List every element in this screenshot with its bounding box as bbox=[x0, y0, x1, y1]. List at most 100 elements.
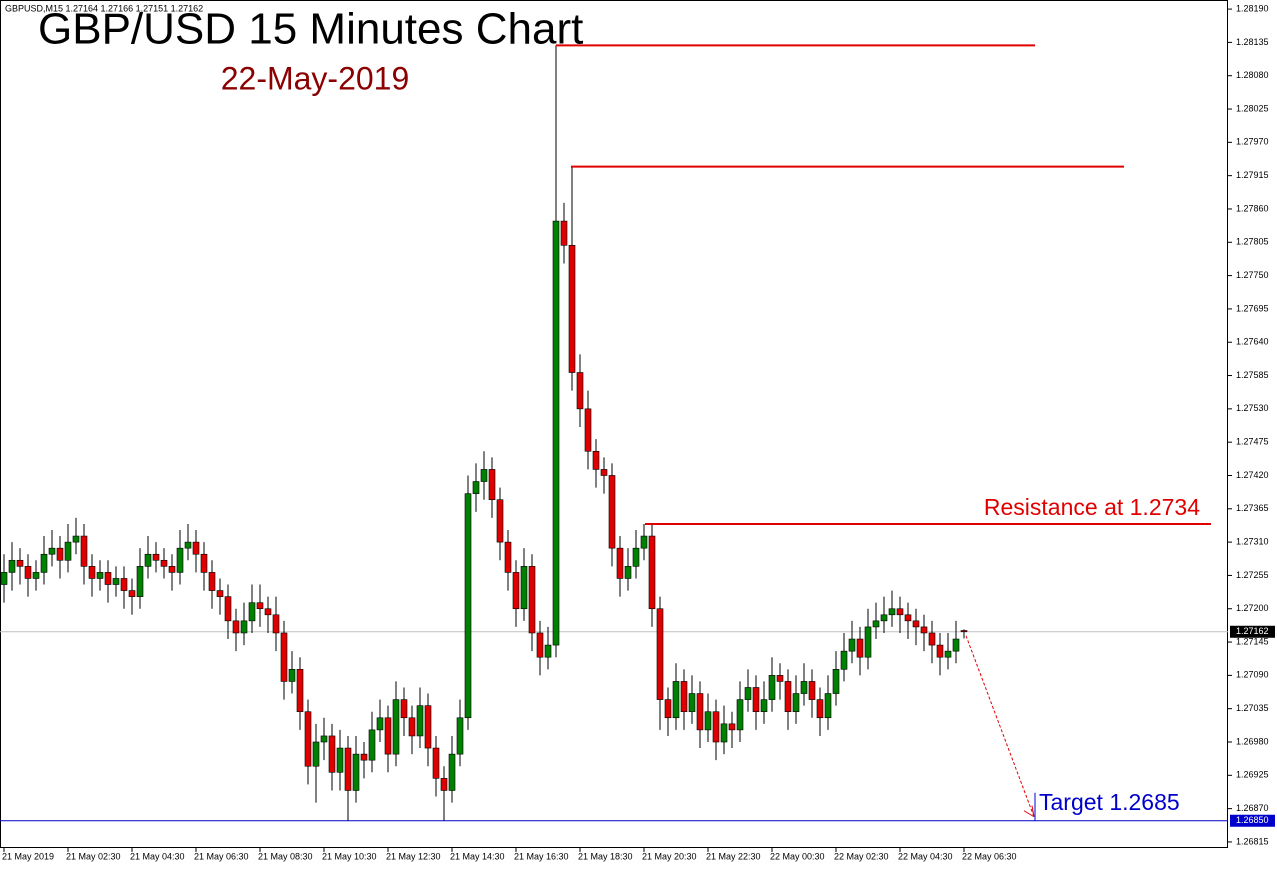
candle-body bbox=[160, 559, 168, 567]
candle-body bbox=[456, 717, 464, 755]
target-price-tag bbox=[1230, 814, 1275, 827]
y-tick-label: 1.27475 bbox=[1236, 437, 1269, 447]
candle-body bbox=[264, 608, 272, 616]
candle-body bbox=[208, 572, 216, 591]
candle-body bbox=[744, 687, 752, 700]
candle-body bbox=[152, 553, 160, 561]
y-tick-label: 1.27585 bbox=[1236, 370, 1269, 380]
y-tick-label: 1.27255 bbox=[1236, 570, 1269, 580]
candle-body bbox=[864, 626, 872, 658]
candle-body bbox=[888, 608, 896, 616]
candle-body bbox=[336, 747, 344, 773]
candle-body bbox=[552, 220, 560, 646]
candle-body bbox=[752, 687, 760, 713]
symbol-header: GBPUSD,M15 1.27164 1.27166 1.27151 1.271… bbox=[5, 3, 203, 13]
x-tick-label: 21 May 14:30 bbox=[450, 851, 505, 861]
y-tick-label: 1.27310 bbox=[1236, 536, 1269, 546]
candle-body bbox=[104, 572, 112, 585]
candle-body bbox=[920, 626, 928, 634]
candle-body bbox=[640, 535, 648, 549]
y-tick-label: 1.26870 bbox=[1236, 803, 1269, 813]
candle-body bbox=[304, 711, 312, 767]
candle-body bbox=[520, 566, 528, 610]
arrow-head bbox=[1023, 805, 1035, 818]
candle-body bbox=[376, 717, 384, 731]
candle-body bbox=[480, 469, 488, 482]
candle-body bbox=[56, 547, 64, 561]
candle-body bbox=[464, 493, 472, 719]
current-price-tag bbox=[1230, 625, 1275, 638]
candle-body bbox=[712, 711, 720, 743]
x-tick-label: 22 May 06:30 bbox=[962, 851, 1017, 861]
x-tick-label: 21 May 12:30 bbox=[386, 851, 441, 861]
candle-body bbox=[584, 408, 592, 452]
candle-body bbox=[808, 681, 816, 700]
candle-body bbox=[688, 693, 696, 713]
candle-body bbox=[728, 723, 736, 731]
candle-body bbox=[176, 547, 184, 573]
candle-body bbox=[760, 699, 768, 713]
candle-body bbox=[880, 614, 888, 622]
y-tick-label: 1.28190 bbox=[1236, 3, 1269, 13]
y-tick-label: 1.28135 bbox=[1236, 37, 1269, 47]
candle-body bbox=[280, 632, 288, 682]
x-tick-label: 22 May 00:30 bbox=[770, 851, 825, 861]
plot-frame bbox=[0, 0, 1228, 848]
chart-title: GBP/USD 15 Minutes Chart bbox=[38, 5, 583, 54]
current-price-label: 1.27162 bbox=[1236, 626, 1269, 636]
candle-body bbox=[672, 681, 680, 719]
y-tick-label: 1.27640 bbox=[1236, 337, 1269, 347]
candle-body bbox=[80, 535, 88, 567]
x-tick-label: 21 May 08:30 bbox=[258, 851, 313, 861]
candle-body bbox=[776, 675, 784, 682]
annotation: Resistance at 1.2734 bbox=[984, 494, 1200, 520]
x-tick-label: 21 May 18:30 bbox=[578, 851, 633, 861]
y-tick-label: 1.27530 bbox=[1236, 403, 1269, 413]
candle-body bbox=[72, 535, 80, 543]
y-tick-label: 1.27365 bbox=[1236, 503, 1269, 513]
candle-body bbox=[272, 614, 280, 634]
y-tick-label: 1.27090 bbox=[1236, 670, 1269, 680]
candle-body bbox=[944, 650, 952, 658]
y-tick-label: 1.27145 bbox=[1236, 636, 1269, 646]
candle-body bbox=[544, 644, 552, 658]
x-tick-label: 21 May 20:30 bbox=[642, 851, 697, 861]
candle-body bbox=[320, 735, 328, 743]
candle-body bbox=[296, 669, 304, 713]
candle-body bbox=[384, 717, 392, 755]
candle-body bbox=[800, 681, 808, 694]
candle-body bbox=[192, 541, 200, 555]
candle-body bbox=[872, 620, 880, 628]
candle-body bbox=[504, 541, 512, 573]
candle-body bbox=[288, 669, 296, 682]
annotation: Target 1.2685 bbox=[1039, 789, 1180, 815]
candle-body bbox=[200, 553, 208, 573]
x-tick-label: 21 May 06:30 bbox=[194, 851, 249, 861]
candle-body bbox=[168, 566, 176, 573]
candle-body bbox=[824, 693, 832, 719]
candle-body bbox=[40, 553, 48, 573]
candle-body bbox=[928, 632, 936, 646]
candle-body bbox=[360, 753, 368, 761]
candle-body bbox=[624, 566, 632, 579]
candle-body bbox=[0, 572, 8, 585]
candle-body bbox=[184, 541, 192, 549]
candle-body bbox=[840, 650, 848, 670]
y-tick-label: 1.27750 bbox=[1236, 270, 1269, 280]
candle-body bbox=[656, 608, 664, 700]
y-tick-label: 1.27420 bbox=[1236, 470, 1269, 480]
candle-body bbox=[536, 632, 544, 658]
candle-body bbox=[696, 693, 704, 731]
y-tick-label: 1.27200 bbox=[1236, 603, 1269, 613]
candle-body bbox=[424, 705, 432, 749]
candle-body bbox=[784, 681, 792, 713]
candle-body bbox=[568, 245, 576, 373]
candle-body bbox=[488, 469, 496, 501]
candle-body bbox=[408, 717, 416, 737]
x-tick-label: 22 May 04:30 bbox=[898, 851, 953, 861]
candle-body bbox=[448, 753, 456, 791]
candle-body bbox=[432, 747, 440, 779]
candle-body bbox=[616, 547, 624, 579]
candle-body bbox=[576, 372, 584, 410]
